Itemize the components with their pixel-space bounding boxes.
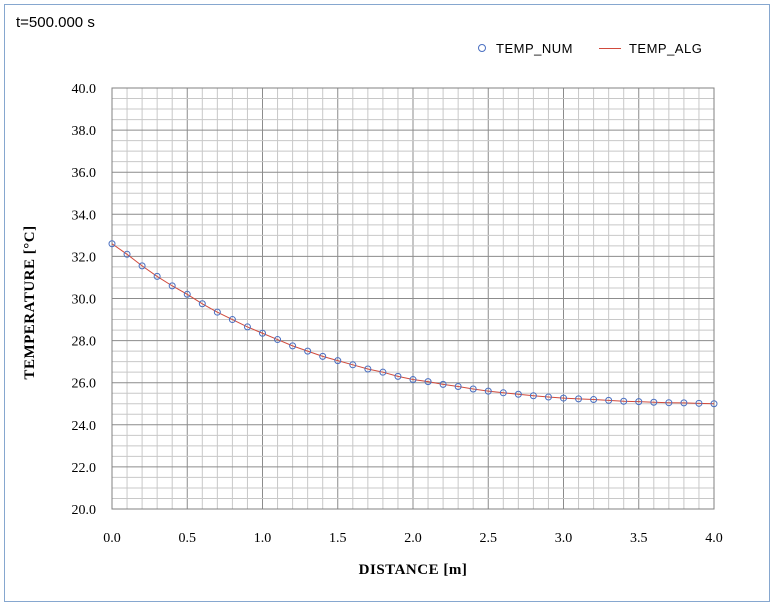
data-point bbox=[424, 378, 432, 386]
data-point bbox=[123, 250, 131, 258]
y-tick-label: 26.0 bbox=[72, 377, 97, 392]
data-point bbox=[529, 392, 537, 400]
y-tick-label: 28.0 bbox=[72, 335, 97, 350]
data-point bbox=[575, 395, 583, 403]
data-point bbox=[499, 389, 507, 397]
x-tick-label: 3.0 bbox=[555, 531, 573, 546]
data-point bbox=[289, 342, 297, 350]
data-point bbox=[198, 300, 206, 308]
data-point bbox=[379, 368, 387, 376]
data-point bbox=[108, 240, 116, 248]
data-point bbox=[243, 323, 251, 331]
grid bbox=[111, 87, 715, 510]
data-point bbox=[590, 396, 598, 404]
x-tick-label: 1.5 bbox=[329, 531, 347, 546]
data-point bbox=[650, 398, 658, 406]
line-marker-icon bbox=[598, 47, 621, 49]
data-point bbox=[665, 399, 673, 407]
x-axis-ticks: 0.0 0.5 1.0 1.5 2.0 2.5 3.0 3.5 4.0 bbox=[103, 531, 723, 546]
data-point bbox=[469, 385, 477, 393]
series-line-temp-alg bbox=[111, 243, 715, 405]
y-tick-label: 36.0 bbox=[72, 166, 97, 181]
data-point bbox=[409, 376, 417, 384]
y-tick-label: 20.0 bbox=[72, 503, 97, 518]
data-point bbox=[394, 372, 402, 380]
legend-item-temp-num: TEMP_NUM bbox=[478, 41, 573, 56]
data-point bbox=[319, 352, 327, 360]
data-point bbox=[259, 329, 266, 337]
x-tick-label: 2.0 bbox=[404, 531, 422, 546]
legend-label-temp-num: TEMP_NUM bbox=[496, 40, 573, 56]
data-point bbox=[153, 272, 161, 280]
y-axis-ticks: 20.0 22.0 24.0 26.0 28.0 30.0 32.0 34.0 36.0 38.0… bbox=[72, 82, 97, 518]
legend-item-temp-alg: TEMP_ALG bbox=[598, 40, 703, 56]
data-point bbox=[695, 399, 703, 407]
x-tick-label: 1.0 bbox=[254, 531, 272, 546]
data-point bbox=[605, 396, 613, 404]
circle-marker-icon bbox=[478, 44, 486, 52]
x-tick-label: 4.0 bbox=[705, 531, 723, 546]
data-point bbox=[544, 393, 552, 401]
y-tick-label: 24.0 bbox=[72, 419, 97, 434]
data-point bbox=[484, 387, 492, 395]
data-point bbox=[304, 347, 312, 355]
legend-label-temp-alg: TEMP_ALG bbox=[628, 40, 703, 56]
x-tick-label: 0.5 bbox=[179, 531, 197, 546]
y-tick-label: 30.0 bbox=[72, 293, 97, 308]
series-temp-num bbox=[108, 240, 718, 408]
legend: TEMP_NUM TEMP_ALG bbox=[478, 38, 728, 58]
data-point bbox=[213, 308, 221, 316]
data-point bbox=[710, 400, 718, 408]
data-point bbox=[334, 357, 342, 365]
data-point bbox=[364, 365, 372, 373]
x-tick-label: 3.5 bbox=[630, 531, 648, 546]
data-point bbox=[168, 282, 176, 290]
data-point bbox=[620, 397, 628, 405]
x-tick-label: 0.0 bbox=[103, 531, 121, 546]
plot-area-border bbox=[111, 87, 715, 510]
data-point bbox=[514, 390, 522, 398]
time-label: t=500.000 s bbox=[16, 14, 95, 31]
y-tick-label: 32.0 bbox=[72, 250, 97, 265]
data-point bbox=[635, 398, 643, 406]
x-axis-title: DISTANCE [m] bbox=[359, 562, 468, 578]
y-tick-label: 34.0 bbox=[72, 208, 97, 223]
data-point bbox=[454, 382, 462, 390]
data-point bbox=[183, 290, 191, 298]
y-tick-label: 40.0 bbox=[72, 82, 97, 97]
data-point bbox=[439, 380, 447, 388]
data-point bbox=[138, 262, 146, 270]
data-point bbox=[680, 399, 688, 407]
y-axis-title: TEMPERATURE [°C] bbox=[22, 225, 38, 379]
data-point bbox=[560, 394, 567, 402]
chart-frame bbox=[4, 4, 770, 602]
x-tick-label: 2.5 bbox=[480, 531, 498, 546]
data-point bbox=[274, 336, 282, 344]
y-tick-label: 22.0 bbox=[72, 461, 97, 476]
y-tick-label: 38.0 bbox=[72, 124, 97, 139]
series-temp-alg bbox=[111, 243, 715, 405]
data-point bbox=[228, 316, 236, 324]
data-point bbox=[349, 361, 357, 369]
